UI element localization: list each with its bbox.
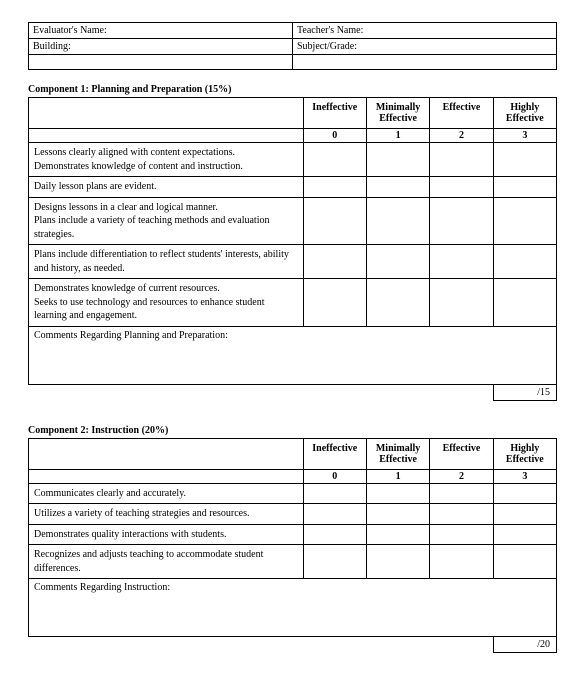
c1-score-blank	[29, 129, 304, 143]
building-cell[interactable]: Building:	[29, 39, 293, 55]
c1-row1-rate2[interactable]	[430, 143, 493, 177]
c2-total: /20	[493, 637, 556, 653]
component1-table: Ineffective Minimally Effective Effectiv…	[28, 97, 557, 401]
c1-row2-rate1[interactable]	[366, 177, 429, 198]
c1-row1a-text: Lessons clearly aligned with content exp…	[34, 146, 298, 160]
c1-head-min-effective: Minimally Effective	[366, 98, 429, 129]
c1-score-2: 2	[430, 129, 493, 143]
c2-row3: Demonstrates quality interactions with s…	[29, 524, 304, 545]
c1-score-3: 3	[493, 129, 556, 143]
c2-row4-rate1[interactable]	[366, 545, 429, 579]
c1-row3a-text: Designs lessons in a clear and logical m…	[34, 201, 298, 215]
c1-head-ineffective: Ineffective	[303, 98, 366, 129]
c2-row4-rate0[interactable]	[303, 545, 366, 579]
c2-row4: Recognizes and adjusts teaching to accom…	[29, 545, 304, 579]
c2-row2-rate3[interactable]	[493, 504, 556, 525]
c2-score-0: 0	[303, 469, 366, 483]
c2-row2-rate2[interactable]	[430, 504, 493, 525]
c2-row1: Communicates clearly and accurately.	[29, 483, 304, 504]
c2-head-blank	[29, 438, 304, 469]
c1-row1-rate0[interactable]	[303, 143, 366, 177]
evaluator-name-cell[interactable]: Evaluator's Name:	[29, 23, 293, 39]
c2-row3-rate2[interactable]	[430, 524, 493, 545]
c2-row3-rate1[interactable]	[366, 524, 429, 545]
c1-row3b-text: Plans include a variety of teaching meth…	[34, 214, 298, 241]
c2-head-min-effective: Minimally Effective	[366, 438, 429, 469]
c2-score-3: 3	[493, 469, 556, 483]
c2-score-2: 2	[430, 469, 493, 483]
component2-title: Component 2: Instruction (20%)	[28, 425, 557, 436]
c1-row3-rate0[interactable]	[303, 197, 366, 245]
c1-row1-rate3[interactable]	[493, 143, 556, 177]
c1-head-highly-effective: Highly Effective	[493, 98, 556, 129]
c1-row5-rate0[interactable]	[303, 279, 366, 327]
c2-row4-rate2[interactable]	[430, 545, 493, 579]
c1-row4-rate0[interactable]	[303, 245, 366, 279]
component1-title: Component 1: Planning and Preparation (1…	[28, 84, 557, 95]
c2-row3-rate3[interactable]	[493, 524, 556, 545]
c1-row5b-text: Seeks to use technology and resources to…	[34, 296, 298, 323]
c2-row2-rate0[interactable]	[303, 504, 366, 525]
c1-head-effective: Effective	[430, 98, 493, 129]
c2-head-effective: Effective	[430, 438, 493, 469]
c2-head-highly-effective: Highly Effective	[493, 438, 556, 469]
c2-head-ineffective: Ineffective	[303, 438, 366, 469]
c2-row3-rate0[interactable]	[303, 524, 366, 545]
header-info-table: Evaluator's Name: Teacher's Name: Buildi…	[28, 22, 557, 70]
c2-row1-rate0[interactable]	[303, 483, 366, 504]
c1-row4-rate3[interactable]	[493, 245, 556, 279]
c1-row4: Plans include differentiation to reflect…	[29, 245, 304, 279]
c1-row5a-text: Demonstrates knowledge of current resour…	[34, 282, 298, 296]
c1-head-blank	[29, 98, 304, 129]
c1-score-0: 0	[303, 129, 366, 143]
c2-row2: Utilizes a variety of teaching strategie…	[29, 504, 304, 525]
c1-row1b-text: Demonstrates knowledge of content and in…	[34, 160, 298, 174]
c2-row1-rate2[interactable]	[430, 483, 493, 504]
c1-row5: Demonstrates knowledge of current resour…	[29, 279, 304, 327]
header-blank-right	[293, 55, 557, 70]
c1-row2-rate2[interactable]	[430, 177, 493, 198]
c2-score-1: 1	[366, 469, 429, 483]
c2-row4-rate3[interactable]	[493, 545, 556, 579]
c1-row3-rate1[interactable]	[366, 197, 429, 245]
c2-total-spacer	[29, 637, 494, 653]
c2-row1-rate1[interactable]	[366, 483, 429, 504]
c1-total-spacer	[29, 384, 494, 400]
c1-row4-rate2[interactable]	[430, 245, 493, 279]
c1-row4-rate1[interactable]	[366, 245, 429, 279]
c1-row2-rate3[interactable]	[493, 177, 556, 198]
c1-row5-rate3[interactable]	[493, 279, 556, 327]
c1-score-1: 1	[366, 129, 429, 143]
subject-grade-cell[interactable]: Subject/Grade:	[293, 39, 557, 55]
c2-row1-rate3[interactable]	[493, 483, 556, 504]
c1-row2: Daily lesson plans are evident.	[29, 177, 304, 198]
c2-score-blank	[29, 469, 304, 483]
c1-row5-rate2[interactable]	[430, 279, 493, 327]
c1-row5-rate1[interactable]	[366, 279, 429, 327]
c1-comments[interactable]: Comments Regarding Planning and Preparat…	[29, 326, 557, 384]
c1-row3: Designs lessons in a clear and logical m…	[29, 197, 304, 245]
c1-row1: Lessons clearly aligned with content exp…	[29, 143, 304, 177]
c1-row2-rate0[interactable]	[303, 177, 366, 198]
c1-row3-rate3[interactable]	[493, 197, 556, 245]
c1-row3-rate2[interactable]	[430, 197, 493, 245]
c1-total: /15	[493, 384, 556, 400]
c2-comments[interactable]: Comments Regarding Instruction:	[29, 579, 557, 637]
teacher-name-cell[interactable]: Teacher's Name:	[293, 23, 557, 39]
c1-row1-rate1[interactable]	[366, 143, 429, 177]
component2-table: Ineffective Minimally Effective Effectiv…	[28, 438, 557, 654]
header-blank-left	[29, 55, 293, 70]
c2-row2-rate1[interactable]	[366, 504, 429, 525]
